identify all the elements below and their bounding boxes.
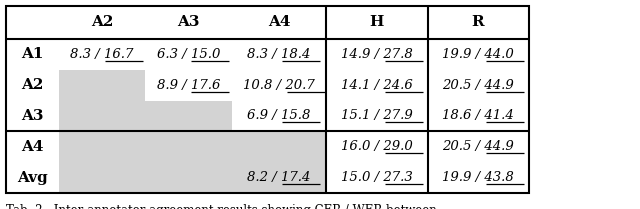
Text: 20.5 / 44.9: 20.5 / 44.9 <box>442 79 514 92</box>
Text: Avg: Avg <box>17 171 48 185</box>
Text: 15.1 / 27.9: 15.1 / 27.9 <box>341 110 413 122</box>
Text: 19.9 / 44.0: 19.9 / 44.0 <box>442 48 514 61</box>
Text: 8.3 / 16.7: 8.3 / 16.7 <box>70 48 134 61</box>
Text: A3: A3 <box>177 15 200 29</box>
Text: Tab. 2.  Inter-annotator agreement results showing CER / WER between: Tab. 2. Inter-annotator agreement result… <box>6 204 437 209</box>
Bar <box>59 162 145 193</box>
Text: R: R <box>472 15 484 29</box>
Text: 8.2 / 17.4: 8.2 / 17.4 <box>247 171 311 184</box>
Text: 8.9 / 17.6: 8.9 / 17.6 <box>157 79 220 92</box>
Bar <box>232 131 326 162</box>
Text: A2: A2 <box>22 78 44 92</box>
Text: 10.8 / 20.7: 10.8 / 20.7 <box>243 79 315 92</box>
Bar <box>145 101 232 131</box>
Text: A1: A1 <box>21 47 44 61</box>
Text: H: H <box>370 15 384 29</box>
Bar <box>145 131 232 162</box>
Text: 16.0 / 29.0: 16.0 / 29.0 <box>341 140 413 153</box>
Text: 14.9 / 27.8: 14.9 / 27.8 <box>341 48 413 61</box>
Text: 6.3 / 15.0: 6.3 / 15.0 <box>157 48 220 61</box>
Bar <box>232 162 326 193</box>
Text: 18.6 / 41.4: 18.6 / 41.4 <box>442 110 514 122</box>
Text: A4: A4 <box>21 140 44 154</box>
Bar <box>59 101 145 131</box>
Text: A2: A2 <box>91 15 113 29</box>
Bar <box>59 70 145 101</box>
Text: 14.1 / 24.6: 14.1 / 24.6 <box>341 79 413 92</box>
Text: 20.5 / 44.9: 20.5 / 44.9 <box>442 140 514 153</box>
Text: 15.0 / 27.3: 15.0 / 27.3 <box>341 171 413 184</box>
Bar <box>6 6 529 193</box>
Text: 6.9 / 15.8: 6.9 / 15.8 <box>247 110 311 122</box>
Text: A3: A3 <box>21 109 44 123</box>
Text: 19.9 / 43.8: 19.9 / 43.8 <box>442 171 514 184</box>
Bar <box>145 162 232 193</box>
Bar <box>59 131 145 162</box>
Text: A4: A4 <box>268 15 291 29</box>
Text: 8.3 / 18.4: 8.3 / 18.4 <box>247 48 311 61</box>
